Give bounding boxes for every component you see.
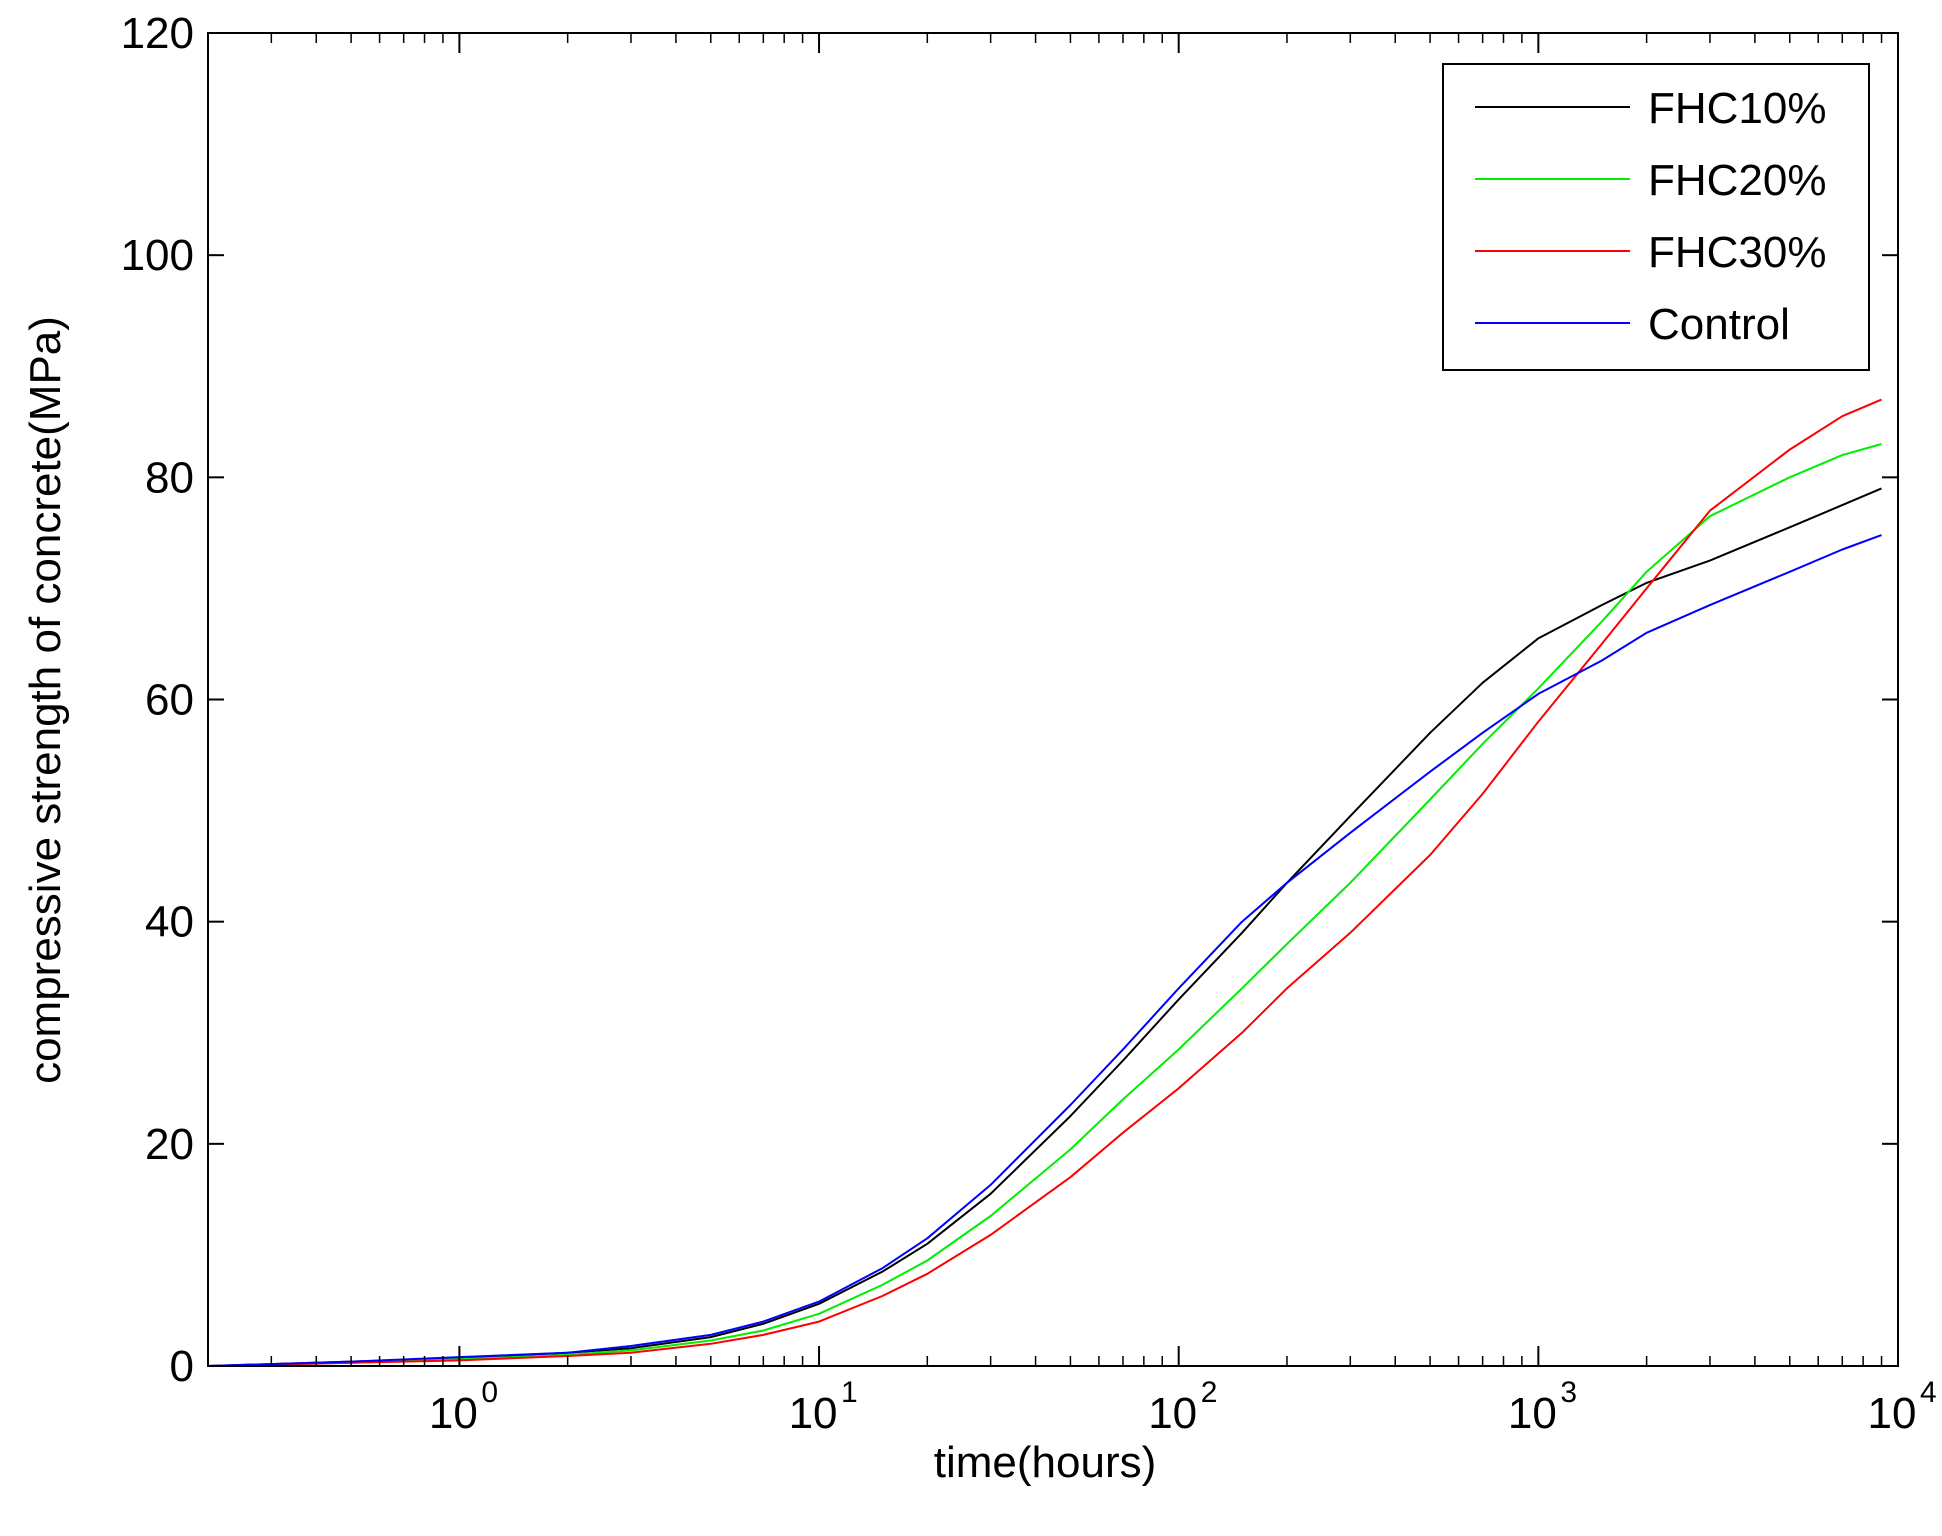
- x-tick-label-exponent: 2: [1201, 1376, 1218, 1409]
- y-axis-label: compressive strength of concrete(MPa): [21, 316, 70, 1084]
- x-tick-label: 10: [1148, 1389, 1197, 1438]
- series-line-2: [207, 443, 1882, 1367]
- x-tick-label-exponent: 1: [841, 1376, 858, 1409]
- x-tick-label: 10: [1508, 1389, 1557, 1438]
- x-tick-label: 10: [789, 1389, 838, 1438]
- y-tick-label: 60: [145, 676, 194, 725]
- series-line-4: [207, 534, 1882, 1367]
- legend-label: FHC30%: [1648, 228, 1827, 277]
- legend-label: Control: [1648, 300, 1790, 349]
- y-tick-label: 120: [121, 9, 194, 58]
- x-tick-label-exponent: 3: [1560, 1376, 1577, 1409]
- y-tick-label: 40: [145, 898, 194, 947]
- x-tick-label: 10: [429, 1389, 478, 1438]
- legend-label: FHC20%: [1648, 156, 1827, 205]
- axes-frame: [207, 32, 1899, 1367]
- y-tick-label: 20: [145, 1120, 194, 1169]
- x-axis-label: time(hours): [934, 1438, 1157, 1487]
- y-tick-labels: 0 20 40 60 80 100 120: [121, 9, 194, 1391]
- legend-items: FHC10% FHC20% FHC30% Control: [1475, 84, 1827, 349]
- series-layer: [207, 398, 1882, 1367]
- x-tick-label-exponent: 4: [1920, 1376, 1937, 1409]
- legend-label: FHC10%: [1648, 84, 1827, 133]
- x-tick-labels: 10 0 10 1 10 2 10 3 10 4: [429, 1376, 1937, 1438]
- series-line-1: [207, 487, 1882, 1367]
- series-line-3: [207, 398, 1882, 1367]
- y-tick-label: 100: [121, 231, 194, 280]
- y-tick-label: 80: [145, 453, 194, 502]
- legend-box: [1442, 63, 1870, 371]
- x-tick-label-exponent: 0: [481, 1376, 498, 1409]
- legend: FHC10% FHC20% FHC30% Control: [1442, 63, 1870, 371]
- x-tick-label: 10: [1868, 1389, 1917, 1438]
- y-tick-label: 0: [170, 1342, 194, 1391]
